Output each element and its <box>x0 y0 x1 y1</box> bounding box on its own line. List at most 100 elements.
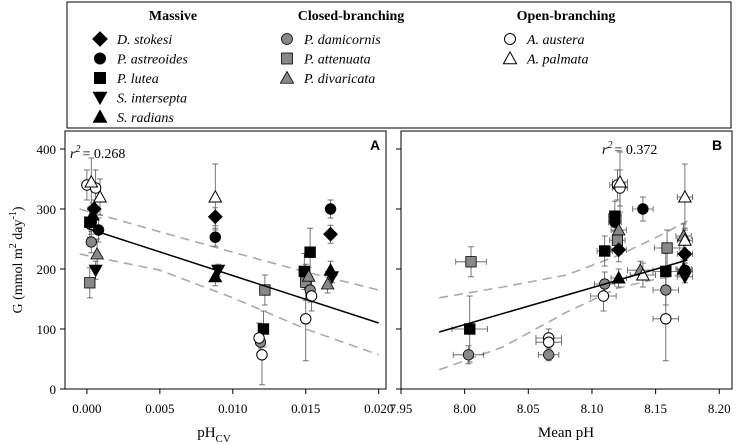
panel-b-xtick-label: 8.05 <box>517 401 540 416</box>
panel-b-data-point <box>598 245 611 257</box>
panel-a-xtick-label: 0.000 <box>72 401 101 416</box>
panel-a-label: A <box>370 137 380 153</box>
panel-a-data-point <box>256 349 268 361</box>
panel-a-data-point <box>208 189 223 203</box>
legend-group-title: Open-branching <box>517 9 616 24</box>
panel-b-xlabel: Mean pH <box>538 425 594 441</box>
panel-a-xlabel-sub: CV <box>216 433 231 445</box>
ylabel-prefix: G (mmol m <box>11 248 26 313</box>
panel-a-data-point <box>85 236 97 248</box>
panel-a-r2-annotation: r2 = 0.268 <box>70 144 125 162</box>
ylabel-sup2: -1 <box>8 211 19 219</box>
legend-item-label: P. damicornis <box>303 33 381 48</box>
panel-b-xtick-label: 8.00 <box>453 401 476 416</box>
legend-marker-circle <box>504 33 516 45</box>
panel-b-xtick-label: 8.20 <box>708 401 731 416</box>
legend-item-label: P. attenuata <box>303 53 371 68</box>
panel-b-xtick-label: 8.15 <box>644 401 667 416</box>
panel-a-xtick-label: 0.020 <box>364 401 393 416</box>
panel-b-regression-line <box>438 259 688 333</box>
panel-b: 7.95 8.00 8.05 8.10 8.15 8.20 <box>390 148 731 416</box>
panel-b-data-point <box>611 242 627 258</box>
panel-b-r2-annotation: r2 = 0.372 <box>602 140 657 158</box>
panel-a-data-point <box>253 332 265 344</box>
panel-a-ytick-label: 300 <box>37 202 57 217</box>
panel-b-data-point <box>661 242 673 254</box>
legend-marker-circle <box>281 33 293 45</box>
panel-b-data-point <box>465 256 477 268</box>
panel-a-data-point <box>324 271 340 285</box>
legend-item-label: S. radians <box>117 111 174 126</box>
panel-a-xtick-label: 0.015 <box>291 401 320 416</box>
panel-a-data-point <box>257 323 270 335</box>
panel-b-ci-upper-band <box>439 220 688 299</box>
legend-group-title: Massive <box>149 9 197 24</box>
panel-b-r-sup: 2 <box>607 140 612 151</box>
panel-b-xtick-label: 8.10 <box>581 401 604 416</box>
panel-b-data-point <box>462 349 475 361</box>
panel-b-data-point <box>637 203 649 215</box>
ylabel-sup1: 2 <box>8 243 19 248</box>
panel-a-data-point <box>90 246 105 260</box>
panel-b-data-point <box>543 349 555 361</box>
panel-a-data-point <box>304 246 316 258</box>
legend-marker-circle <box>94 52 106 65</box>
panel-b-frame <box>400 130 733 390</box>
panel-a-ytick-label: 0 <box>50 382 57 397</box>
panel-a-data-point <box>301 269 316 282</box>
ylabel-mid: day <box>11 219 26 243</box>
panel-b-data-point <box>679 264 691 276</box>
panel-a-data-point <box>323 226 339 242</box>
legend-item-label: P. astreoides <box>116 53 188 68</box>
panel-a-r-symbol: r <box>70 147 76 162</box>
legend-marker-diamond <box>92 31 108 47</box>
legend-marker-triangle-up <box>92 109 108 123</box>
panel-a-regression-line <box>86 227 379 324</box>
panel-b-xtick-label: 7.95 <box>390 401 413 416</box>
panel-a-xtick-label: 0.005 <box>145 401 174 416</box>
ylabel-suffix: ) <box>11 206 26 211</box>
panel-a-data-point <box>85 207 100 221</box>
legend-item-label: D. stokesi <box>116 33 172 48</box>
panel-b-r2-value: = 0.372 <box>614 143 657 158</box>
y-axis-label: G (mmol m2 day-1) <box>8 206 26 313</box>
panel-a-xlabel-main: pH <box>197 425 216 441</box>
panel-b-data-point <box>609 210 621 222</box>
legend-marker-square <box>281 52 293 65</box>
panel-b-r-symbol: r <box>602 143 608 158</box>
panel-b-data-point <box>660 284 672 296</box>
panel-b-data-point <box>612 174 628 188</box>
panel-a-frame <box>64 130 387 390</box>
legend-marker-triangle-down <box>92 91 108 106</box>
panel-a-data-point <box>324 203 337 215</box>
legend-item-label: P. lutea <box>116 72 159 87</box>
legend-marker-triangle-up <box>502 50 518 65</box>
panel-a: 0.000 0.005 0.010 0.015 0.020 0 100 200 300 400 <box>37 142 394 416</box>
legend-item-label: S. intersepta <box>117 92 187 107</box>
panel-a-data-point <box>259 284 271 296</box>
panel-a-data-point <box>209 231 221 243</box>
legend-item-label: A. palmata <box>526 53 588 68</box>
panel-b-data-point <box>464 323 476 335</box>
panel-a-ytick-label: 100 <box>37 322 57 337</box>
legend-marker-triangle-up <box>279 70 295 84</box>
panel-b-data-point <box>677 232 692 246</box>
panel-b-label: B <box>712 137 722 153</box>
panel-a-data-point <box>92 189 108 203</box>
panel-b-data-point <box>542 336 555 348</box>
panel-a-r-sup: 2 <box>75 144 80 155</box>
legend: Massive D. stokesi P. astreoides P. lutea S.… <box>92 9 616 126</box>
panel-a-r2-value: = 0.268 <box>82 147 125 162</box>
panel-a-data-point <box>84 174 99 188</box>
legend-box <box>66 1 732 129</box>
panel-a-xlabel: pHCV <box>197 425 231 445</box>
legend-item-label: A. austera <box>526 33 585 48</box>
panel-a-data-point <box>88 264 103 278</box>
panel-a-data-point <box>300 313 312 325</box>
panel-b-data-point <box>597 290 610 302</box>
legend-item-label: P. divaricata <box>303 72 375 87</box>
panel-a-data-point <box>84 277 96 289</box>
panel-b-ci-lower-band <box>438 273 688 371</box>
